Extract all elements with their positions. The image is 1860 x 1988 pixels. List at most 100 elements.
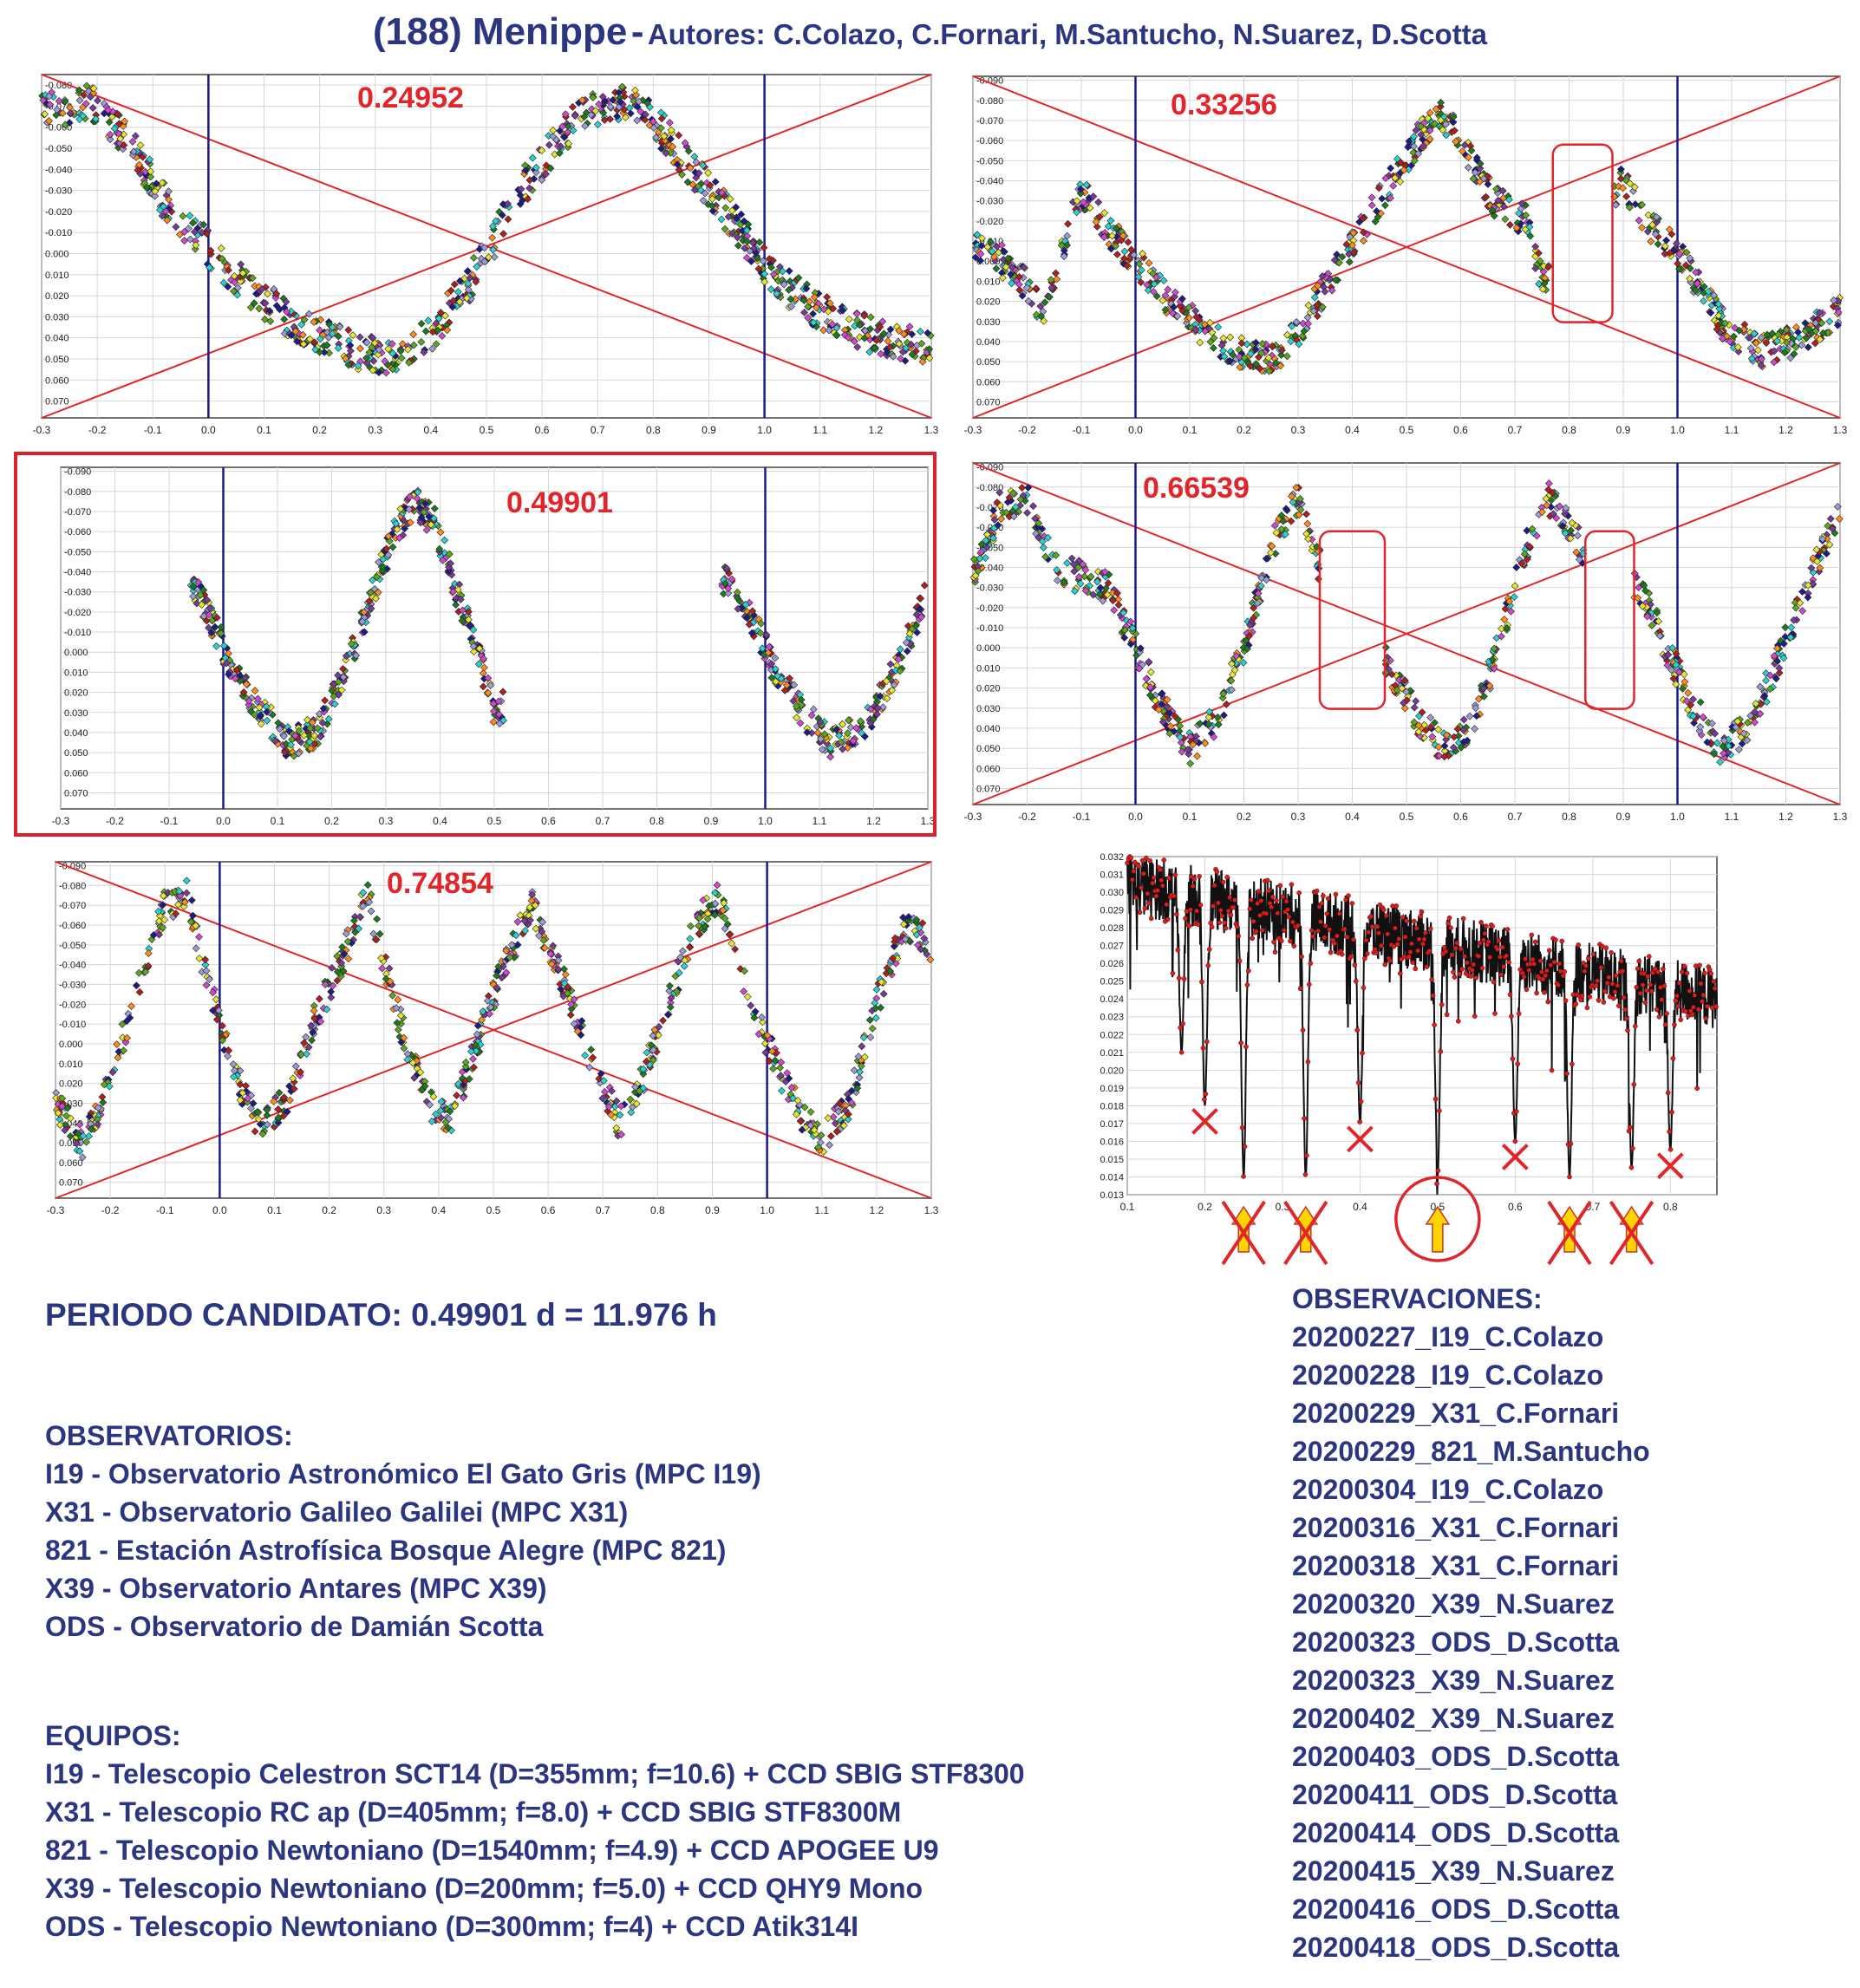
data-point [902, 343, 910, 352]
data-point [427, 520, 435, 529]
periodogram-marker [1471, 961, 1477, 968]
data-point [490, 707, 498, 715]
y-tick-label: -0.050 [45, 144, 72, 154]
data-point [1648, 220, 1656, 229]
data-point [1023, 509, 1032, 517]
data-point [203, 596, 212, 604]
data-point [726, 195, 734, 203]
data-point [299, 340, 308, 349]
data-point [873, 710, 881, 719]
y-tick-label: 0.060 [59, 1158, 83, 1169]
data-point [1811, 319, 1820, 327]
data-point [504, 199, 512, 208]
periodogram-marker [1209, 924, 1215, 930]
data-point [82, 100, 90, 108]
periodogram-marker [1211, 903, 1216, 909]
data-point [786, 674, 794, 682]
data-point [1276, 362, 1285, 370]
data-point [110, 124, 119, 133]
data-point [832, 725, 840, 733]
periodogram-marker [1469, 968, 1475, 973]
data-point [236, 671, 245, 680]
data-point [263, 707, 271, 716]
data-point [1638, 224, 1646, 231]
periodogram-marker [1305, 1059, 1311, 1065]
data-point [1240, 354, 1249, 362]
data-point [721, 204, 730, 212]
x-tick-label: 0.9 [1616, 424, 1631, 436]
data-point [480, 257, 489, 266]
periodogram-marker [1369, 924, 1375, 929]
data-point [1488, 206, 1497, 214]
data-point [449, 297, 458, 305]
data-point [871, 343, 879, 352]
y-tick-label: 0.030 [976, 317, 1001, 328]
periodogram-marker [1150, 880, 1155, 886]
data-point [409, 330, 418, 339]
periodogram-marker [1515, 1061, 1521, 1066]
data-point [734, 604, 742, 613]
data-point [742, 226, 751, 235]
data-point [388, 340, 396, 349]
data-point [239, 688, 248, 696]
periodogram-marker [1379, 942, 1384, 948]
data-point [1137, 266, 1145, 274]
periodogram-marker [1526, 968, 1532, 973]
y-tick-label: 0.040 [64, 728, 88, 739]
data-point [504, 215, 512, 224]
data-point [1417, 130, 1426, 139]
data-point [992, 264, 1001, 273]
periodogram-marker [1516, 1011, 1522, 1016]
x-tick-label: -0.2 [88, 424, 107, 436]
y-tick-label: -0.020 [59, 1000, 86, 1010]
periodogram-marker [1537, 958, 1543, 964]
periodogram-marker [1410, 960, 1416, 965]
data-point [747, 257, 755, 265]
data-point [877, 349, 885, 358]
data-point [134, 166, 142, 174]
data-point [1041, 298, 1049, 307]
data-point [319, 704, 328, 713]
data-point [231, 675, 239, 683]
data-point [406, 492, 414, 501]
data-point [809, 705, 818, 714]
data-point [88, 104, 97, 112]
data-point [1192, 313, 1201, 322]
periodogram-marker [1482, 930, 1488, 936]
data-point [196, 591, 205, 599]
x-tick-label: 0.3 [379, 815, 394, 827]
data-point [1619, 184, 1628, 192]
periodogram-marker [1621, 994, 1627, 1001]
data-point [580, 113, 589, 121]
data-point [757, 619, 766, 628]
periodogram-marker [1325, 896, 1331, 902]
data-point [817, 734, 825, 743]
data-point [297, 320, 306, 329]
periodogram-marker [1530, 956, 1536, 962]
periodogram-marker [1694, 1085, 1700, 1092]
data-point [409, 341, 418, 349]
data-point [1635, 216, 1643, 225]
data-point [1282, 352, 1291, 361]
data-point [1226, 333, 1235, 342]
data-point [1015, 280, 1023, 289]
data-point [1684, 706, 1693, 714]
y-tick-label: 0.020 [1100, 1066, 1124, 1076]
periodogram-marker [1351, 936, 1356, 942]
data-point [916, 327, 924, 336]
data-point [94, 96, 101, 105]
data-point [1272, 529, 1281, 537]
periodogram-marker [1319, 901, 1325, 906]
periodogram-marker [1551, 959, 1557, 965]
x-tick-label: -0.1 [160, 815, 179, 827]
data-point [469, 253, 478, 262]
periodogram-marker [1664, 1011, 1670, 1016]
data-point [692, 173, 701, 182]
data-point [1482, 192, 1491, 201]
periodogram-marker [1250, 918, 1256, 924]
periodogram-marker [1524, 987, 1530, 993]
data-point [1775, 668, 1784, 677]
data-point [189, 592, 198, 601]
x-tick-label: 0.4 [1345, 424, 1360, 436]
periodogram-marker [1556, 982, 1561, 987]
